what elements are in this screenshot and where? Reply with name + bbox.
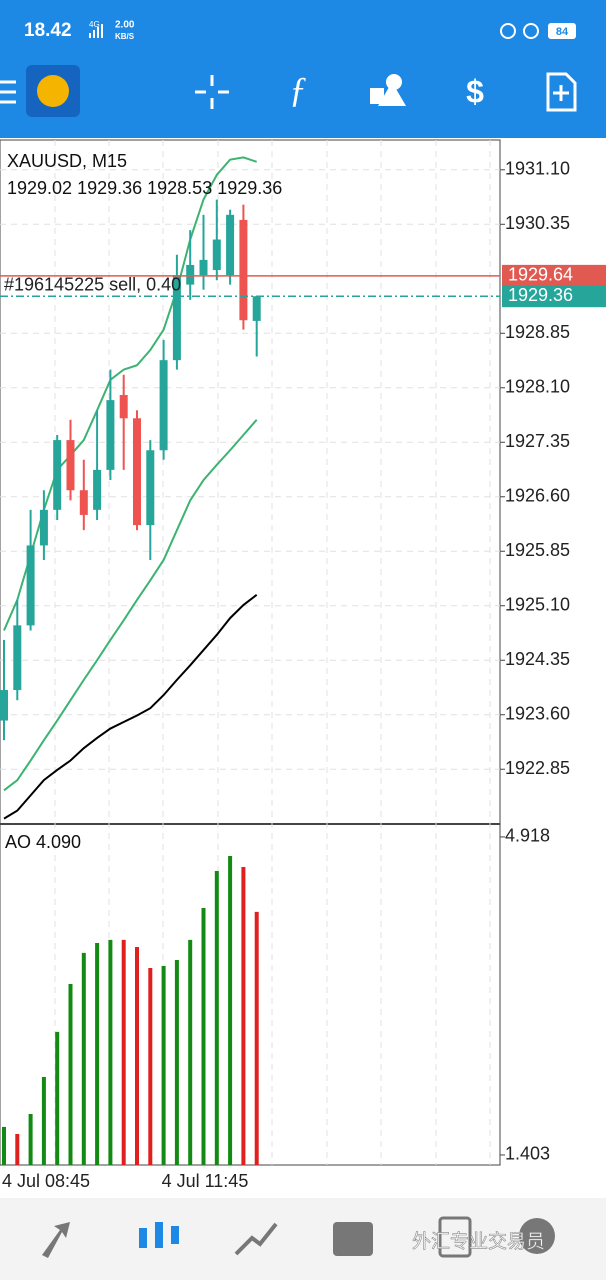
order-price-box [502,264,606,287]
crosshair-button[interactable] [195,75,229,109]
candle-body [133,418,141,526]
speed: 2.00 [115,20,135,31]
plot-frame [0,139,501,1166]
candle-body [39,509,48,546]
candle-body [26,545,35,626]
y-tick-label: 1922.85 [505,758,570,778]
candle-body [106,400,115,470]
y-tick-label: 1926.60 [505,486,570,506]
ohlc-text: 1929.02 1929.36 1928.53 1929.36 [7,178,282,198]
indicator-line [3,156,258,631]
candle-body [212,239,221,271]
x-tick-label: 4 Jul 11:45 [162,1171,249,1191]
nav-messages[interactable] [519,1218,555,1254]
lock-icon [500,23,516,39]
candle-body [93,469,102,510]
candle-body [252,296,261,321]
bid-price-label: 1929.36 [508,285,573,305]
candle-body [66,440,75,491]
candle-body [0,690,8,721]
objects-button[interactable] [370,74,406,106]
y-tick-label: 4.918 [505,826,550,846]
indicator-line [3,594,258,820]
order-price-label: 1929.64 [508,265,573,285]
y-tick-label: 1930.35 [505,213,570,233]
y-tick-label: 1925.10 [505,594,570,614]
candle-body [53,440,62,510]
clock: 18.42 [24,20,72,41]
candle-body [79,490,88,515]
bottom-nav [0,1198,606,1280]
nav-quotes[interactable] [42,1222,70,1258]
header-bg [0,0,606,138]
nav-history[interactable] [333,1222,373,1256]
order-label: #196145225 sell, 0.40 [4,275,181,295]
candle-body [239,219,248,321]
y-tick-label: 1928.85 [505,322,570,342]
y-tick-label: 1927.35 [505,431,570,451]
y-tick-label: 1924.35 [505,649,570,669]
bid-price-box [502,285,606,308]
battery-icon [548,23,576,39]
candle-body [199,259,208,276]
y-tick-label: 1928.10 [505,377,570,397]
battery: 84 [556,26,569,38]
logo-coin [37,75,69,107]
speed-unit: KB/S [115,32,135,41]
indicator-line [3,419,258,792]
candle-body [226,214,235,276]
new-order-button[interactable] [546,72,577,112]
ao-title: AO 4.090 [5,832,81,852]
signal-icon [89,24,103,38]
candle-body [172,275,181,361]
candle-body [13,625,22,691]
indicators-button[interactable]: ƒ [289,69,307,109]
vertical-grid [54,140,491,1165]
candle-body [186,264,195,285]
candle-body [159,360,168,451]
y-tick-label: 1931.10 [505,159,570,179]
candle-body [146,450,155,526]
chart-title: XAUUSD, M15 [7,151,127,171]
nav-chart[interactable] [139,1222,179,1248]
network: 4G [89,20,100,29]
alarm-icon [523,23,539,39]
y-tick-label: 1923.60 [505,703,570,723]
x-tick-label: 4 Jul 08:45 [2,1171,90,1191]
candle-body [119,395,128,419]
menu-button[interactable] [0,80,16,104]
nav-news[interactable] [438,1216,472,1258]
trade-button[interactable]: $ [466,73,484,109]
nav-trade[interactable] [234,1222,278,1256]
y-tick-label: 1925.85 [505,540,570,560]
y-tick-label: 1.403 [505,1144,550,1164]
watermark: 外汇专业交易员 [412,1231,545,1253]
